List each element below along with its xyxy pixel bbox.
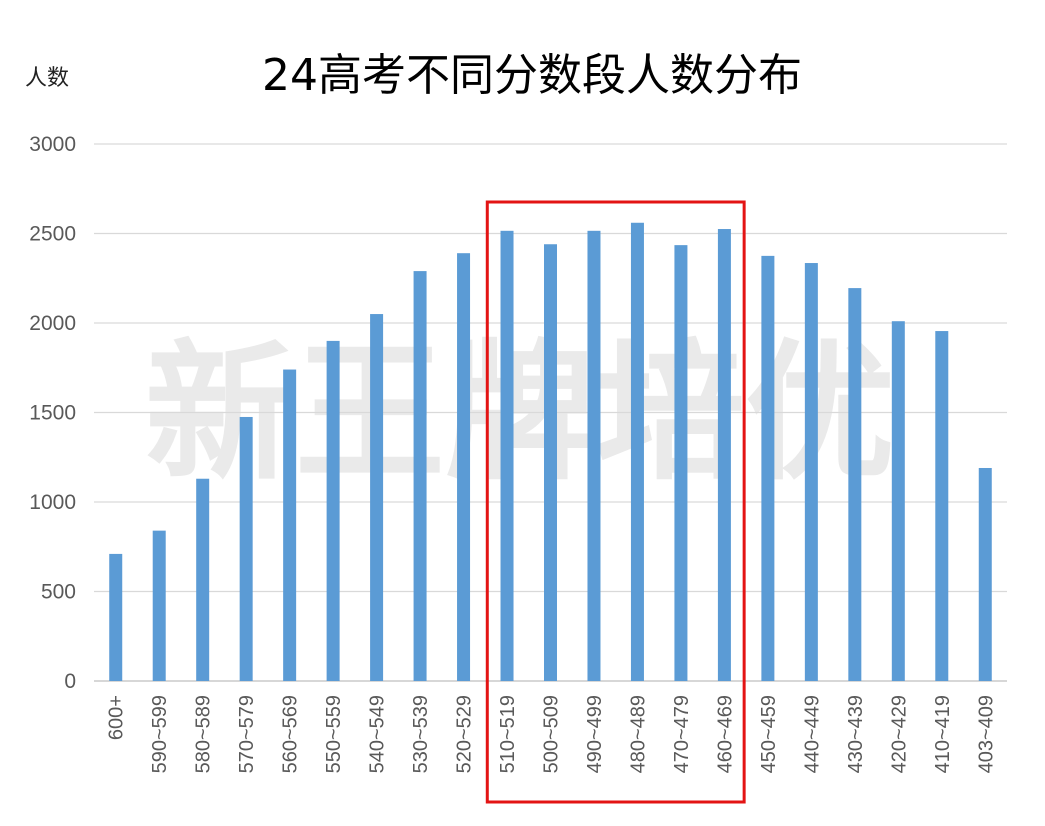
bar	[630, 222, 644, 681]
bar	[370, 314, 384, 681]
highlight-box	[485, 200, 746, 804]
bar	[196, 478, 210, 681]
bar	[935, 331, 949, 681]
x-tick-label: 550~559	[323, 695, 345, 773]
x-tick-label: 420~429	[888, 695, 910, 773]
x-tick-label: 580~589	[193, 695, 215, 773]
x-tick-label: 540~549	[367, 695, 389, 773]
y-tick-label: 3000	[29, 133, 76, 156]
x-tick-label: 480~489	[627, 695, 649, 773]
x-tick-label: 590~599	[149, 695, 171, 773]
x-tick-label: 450~459	[758, 695, 780, 773]
x-tick-label: 440~449	[801, 695, 823, 773]
x-tick-label: 410~419	[932, 695, 954, 773]
bar	[978, 467, 992, 681]
bar	[500, 230, 514, 681]
bar	[239, 416, 253, 681]
bar	[717, 229, 731, 681]
x-tick-label: 520~529	[454, 695, 476, 773]
x-tick-label: 490~499	[584, 695, 606, 773]
y-tick-label: 2000	[29, 312, 76, 335]
bars	[109, 222, 992, 682]
bar	[587, 230, 601, 681]
x-tick-label: 470~479	[671, 695, 693, 773]
bar	[283, 369, 297, 681]
bar	[761, 255, 775, 681]
x-tick-label: 560~569	[280, 695, 302, 773]
chart-title: 24高考不同分数段人数分布	[262, 50, 802, 101]
bar	[848, 288, 862, 681]
bar	[544, 244, 557, 682]
bar	[804, 263, 818, 681]
y-tick-label: 2500	[29, 223, 76, 246]
bar	[674, 245, 688, 681]
x-tick-label: 570~579	[236, 695, 258, 773]
bar	[413, 271, 427, 681]
x-tick-label: 600+	[106, 695, 128, 740]
y-tick-label: 1500	[29, 402, 76, 425]
bar	[152, 530, 166, 681]
x-tick-label: 460~469	[714, 695, 736, 773]
x-tick-label: 500~509	[541, 695, 563, 773]
x-axis-ticks: 600+ 590~599 580~589 570~579 560~569 550~559 5…	[106, 695, 998, 773]
y-axis-label: 人数	[25, 66, 69, 91]
bar	[109, 553, 123, 681]
y-tick-label: 500	[41, 581, 76, 604]
x-tick-label: 430~439	[845, 695, 867, 773]
watermark: 新王牌培优	[145, 327, 895, 501]
y-axis-ticks: 0 500 1000 1500 2000 2500 3000	[29, 133, 76, 693]
y-tick-label: 1000	[29, 491, 76, 514]
x-tick-label: 530~539	[410, 695, 432, 773]
x-tick-label: 510~519	[497, 695, 519, 773]
y-tick-label: 0	[64, 670, 76, 693]
bar	[891, 321, 905, 681]
bar	[326, 340, 340, 681]
bar	[457, 253, 471, 681]
x-tick-label: 403~409	[975, 695, 997, 773]
